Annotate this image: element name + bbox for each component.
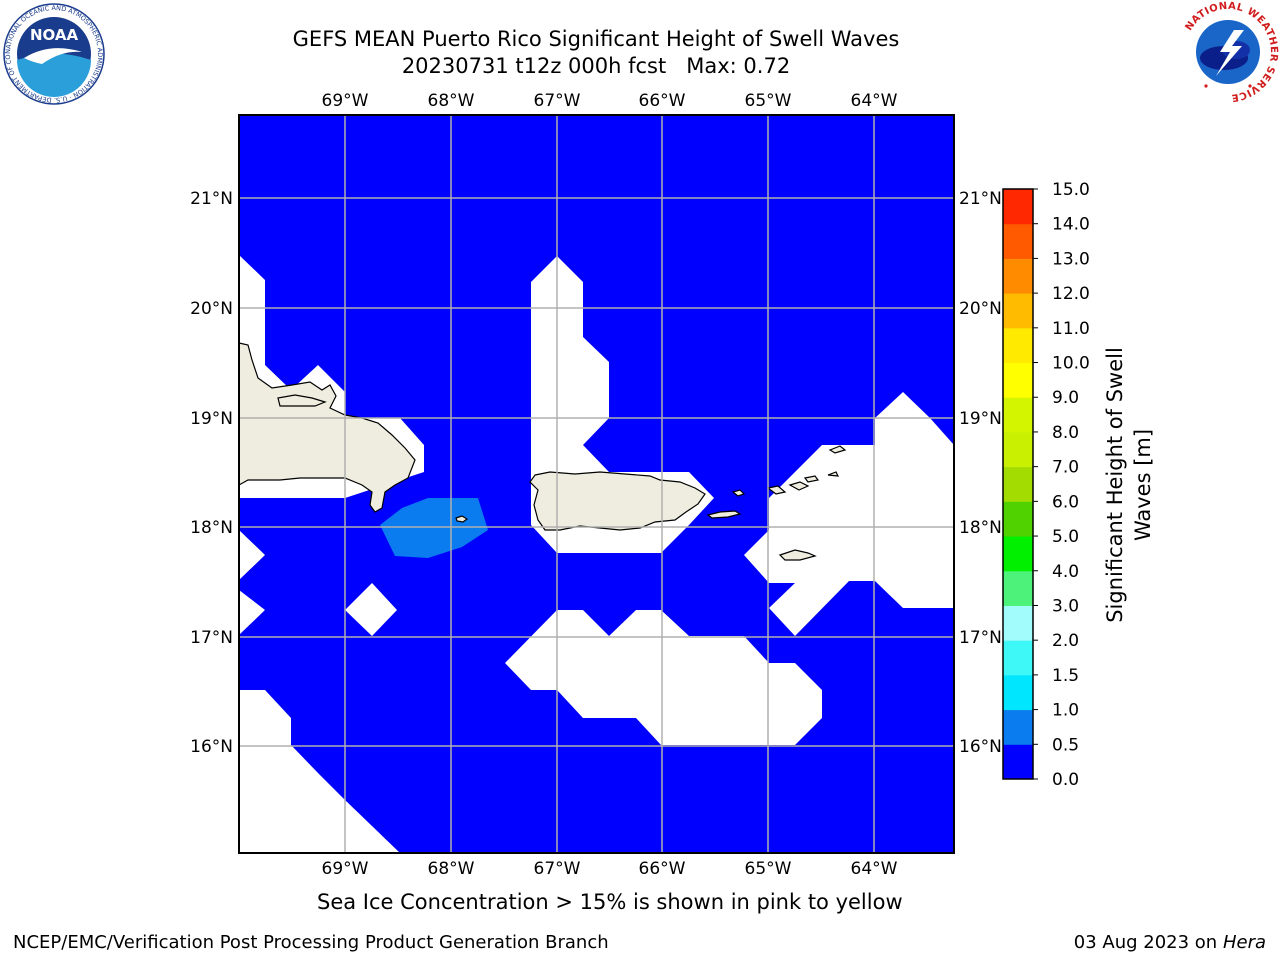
- colorbar-tick-label: 5.0: [1052, 527, 1079, 547]
- colorbar-segment: [1003, 223, 1033, 259]
- gridlines: [239, 115, 954, 853]
- noaa-logo: NATIONAL OCEANIC AND ATMOSPHERIC ADMINIS…: [2, 2, 105, 105]
- virgin-islands: [766, 475, 820, 495]
- chart-title: GEFS MEAN Puerto Rico Significant Height…: [292, 27, 900, 51]
- no-data-area: [345, 583, 397, 636]
- colorbar-segment: [1003, 640, 1033, 676]
- colorbar-tick-label: 7.0: [1052, 458, 1079, 478]
- lon-tick-label: 67°W: [534, 91, 581, 111]
- lon-tick-label: 69°W: [322, 859, 369, 879]
- culebra-island: [731, 489, 746, 497]
- lon-tick-label: 66°W: [639, 91, 686, 111]
- lat-labels-right: 21°N 20°N 19°N 18°N 17°N 16°N: [959, 189, 1002, 757]
- st-croix-island: [778, 549, 817, 561]
- footer-date: 03 Aug 2023 on Hera: [1074, 932, 1266, 953]
- lat-tick-label: 18°N: [190, 518, 233, 538]
- colorbar-tick-label: 10.0: [1052, 354, 1090, 374]
- colorbar-tick-label: 12.0: [1052, 284, 1090, 304]
- lat-tick-label: 17°N: [190, 628, 233, 648]
- hispaniola-coast: [239, 342, 416, 513]
- colorbar-ticks: 0.0 0.5 1.0 1.5 2.0 3.0 4.0 5.0 6.0 7.0 8.0 9.0 10.0…: [1033, 180, 1090, 790]
- colorbar-tick-label: 0.0: [1052, 770, 1079, 790]
- colorbar-segment: [1003, 431, 1033, 468]
- sea-ice-note: Sea Ice Concentration > 15% is shown in …: [317, 890, 903, 914]
- no-data-area: [239, 690, 400, 853]
- colorbar-segment: [1003, 501, 1033, 537]
- no-data-area: [239, 530, 265, 580]
- tortuga-island: [277, 394, 327, 407]
- lat-tick-label: 16°N: [959, 737, 1002, 757]
- noaa-logo-text: NOAA: [30, 26, 79, 44]
- lon-labels-top: 69°W 68°W 67°W 66°W 65°W 64°W: [322, 91, 898, 111]
- lon-tick-label: 68°W: [428, 859, 475, 879]
- colorbar-segment: [1003, 536, 1033, 572]
- colorbar-segment: [1003, 674, 1033, 711]
- footer-date-text: 03 Aug 2023 on: [1073, 932, 1218, 953]
- colorbar-tick-label: 0.5: [1052, 735, 1079, 755]
- colorbar-tick-label: 3.0: [1052, 596, 1079, 616]
- colorbar-tick-label: 2.0: [1052, 631, 1079, 651]
- map-area: [239, 115, 954, 853]
- colorbar-tick-label: 15.0: [1052, 180, 1090, 200]
- no-data-area: [239, 590, 265, 635]
- anegada-island: [827, 445, 847, 477]
- lon-tick-label: 65°W: [745, 91, 792, 111]
- lat-tick-label: 21°N: [959, 189, 1002, 209]
- colorbar-segment: [1003, 293, 1033, 329]
- swell-area-0.5-1.0: [380, 498, 488, 558]
- footer-credit: NCEP/EMC/Verification Post Processing Pr…: [13, 932, 609, 953]
- no-data-area: [744, 392, 954, 636]
- lat-tick-label: 20°N: [190, 299, 233, 319]
- lat-tick-label: 17°N: [959, 628, 1002, 648]
- nws-logo: NATIONAL WEATHER SERVICE: [1178, 1, 1279, 103]
- lon-tick-label: 66°W: [639, 859, 686, 879]
- colorbar-segment: [1003, 709, 1033, 745]
- forecast-run: 20230731 t12z 000h fcst: [401, 54, 667, 78]
- no-data-area: [505, 610, 822, 745]
- mona-island: [455, 515, 469, 523]
- colorbar-tick-label: 6.0: [1052, 492, 1079, 512]
- lat-labels-left: 21°N 20°N 19°N 18°N 17°N 16°N: [190, 189, 233, 757]
- lon-tick-label: 69°W: [322, 91, 369, 111]
- colorbar-label-line2: Waves [m]: [1131, 429, 1155, 541]
- colorbar-tick-label: 11.0: [1052, 319, 1090, 339]
- colorbar-tick-label: 13.0: [1052, 249, 1090, 269]
- colorbar-tick-label: 1.5: [1052, 666, 1079, 686]
- lon-tick-label: 67°W: [534, 859, 581, 879]
- lat-tick-label: 21°N: [190, 189, 233, 209]
- map-frame: [238, 114, 955, 854]
- vieques-island: [706, 510, 742, 519]
- colorbar-tick-label: 9.0: [1052, 388, 1079, 408]
- lat-tick-label: 16°N: [190, 737, 233, 757]
- colorbar-segment: [1003, 605, 1033, 641]
- colorbar-segment: [1003, 189, 1033, 225]
- colorbar-frame: [1002, 188, 1034, 780]
- lon-tick-label: 68°W: [428, 91, 475, 111]
- lon-tick-label: 64°W: [851, 859, 898, 879]
- colorbar: [1002, 188, 1034, 780]
- lon-tick-label: 64°W: [851, 91, 898, 111]
- colorbar-label-line1: Significant Height of Swell: [1103, 347, 1127, 623]
- lon-tick-label: 65°W: [745, 859, 792, 879]
- colorbar-segment: [1003, 362, 1033, 398]
- lat-tick-label: 19°N: [959, 409, 1002, 429]
- lon-labels-bottom: 69°W 68°W 67°W 66°W 65°W 64°W: [322, 859, 898, 879]
- colorbar-segment: [1003, 570, 1033, 606]
- colorbar-segment: [1003, 327, 1033, 364]
- colorbar-tick-label: 4.0: [1052, 562, 1079, 582]
- max-value: Max: 0.72: [686, 54, 791, 78]
- lat-tick-label: 18°N: [959, 518, 1002, 538]
- lat-tick-label: 20°N: [959, 299, 1002, 319]
- chart-subtitle: 20230731 t12z 000h fcst Max: 0.72: [0, 54, 1192, 78]
- colorbar-segment: [1003, 744, 1033, 780]
- colorbar-segment: [1003, 258, 1033, 294]
- colorbar-tick-label: 8.0: [1052, 423, 1079, 443]
- colorbar-tick-label: 14.0: [1052, 215, 1090, 235]
- footer-machine: Hera: [1222, 932, 1266, 953]
- colorbar-segment: [1003, 466, 1033, 502]
- colorbar-tick-label: 1.0: [1052, 701, 1079, 721]
- lat-tick-label: 19°N: [190, 409, 233, 429]
- colorbar-segment: [1003, 397, 1033, 433]
